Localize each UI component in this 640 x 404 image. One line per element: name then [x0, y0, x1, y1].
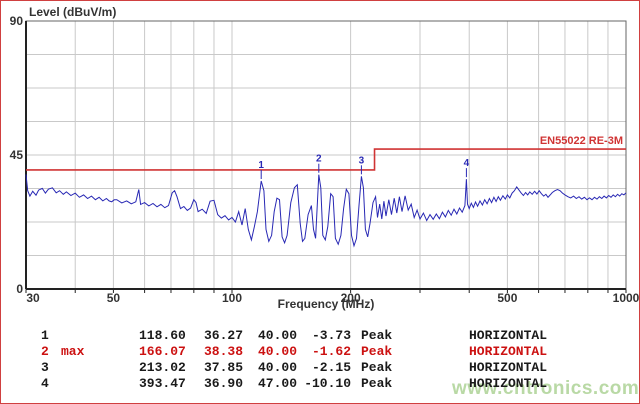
- marker-tag: [61, 328, 139, 344]
- marker-detector: Peak: [361, 360, 393, 375]
- marker-limit: 40.00: [257, 344, 297, 359]
- marker-polarization: HORIZONTAL: [469, 328, 548, 343]
- marker-3-label: 3: [359, 155, 365, 166]
- marker-margin: -2.15: [311, 360, 351, 375]
- marker-detector: Peak: [361, 328, 393, 343]
- marker-detector: Peak: [361, 376, 393, 391]
- x-axis-title: Frequency (MHz): [277, 297, 375, 311]
- marker-level: 36.90: [203, 376, 243, 391]
- marker-number: 2: [41, 344, 49, 359]
- x-tick-label-200: 200: [340, 291, 361, 305]
- marker-level: 38.38: [203, 344, 243, 359]
- chart-title: Level (dBuV/m): [29, 5, 117, 19]
- marker-table-row-3: 3 213.02 37.85 40.00 -2.15 Peak HORIZONTAL: [1, 360, 639, 376]
- marker-tag: [61, 376, 139, 392]
- marker-1-label: 1: [258, 160, 264, 171]
- y-tick-label-45: 45: [9, 148, 23, 162]
- marker-frequency: 213.02: [139, 360, 186, 375]
- marker-detector: Peak: [361, 344, 393, 359]
- marker-2-label: 2: [316, 154, 322, 165]
- marker-limit: 47.00: [257, 376, 297, 391]
- x-tick-label-500: 500: [497, 291, 518, 305]
- x-tick-label-1000: 1000: [612, 291, 640, 305]
- y-tick-label-90: 90: [9, 14, 23, 28]
- marker-polarization: HORIZONTAL: [469, 376, 548, 391]
- marker-tag: max: [61, 344, 85, 359]
- marker-results-table: 1 118.60 36.27 40.00 -3.73 Peak HORIZONTAL 2 max…: [1, 328, 639, 392]
- watermark-text: www.cntronics.com: [452, 378, 640, 399]
- measurement-trace: [25, 174, 627, 248]
- marker-number: 3: [41, 360, 49, 375]
- y-tick-label-0: 0: [16, 282, 23, 296]
- x-tick-label-50: 50: [106, 291, 121, 305]
- marker-4-label: 4: [464, 158, 470, 169]
- marker-limit: 40.00: [257, 328, 297, 343]
- marker-number: 1: [41, 328, 49, 343]
- marker-frequency: 118.60: [139, 328, 186, 343]
- emi-spectrum-plot: EN55022 RE-3M 1 2 3 4: [25, 20, 627, 293]
- x-tick-label-100: 100: [221, 291, 243, 305]
- marker-number: 4: [41, 376, 49, 391]
- marker-margin: -1.62: [311, 344, 351, 359]
- marker-table-row-2: 2 max 166.07 38.38 40.00 -1.62 Peak HORIZONTAL: [1, 344, 639, 360]
- marker-frequency: 393.47: [139, 376, 186, 391]
- marker-margin: -3.73: [311, 328, 351, 343]
- limit-line: [26, 148, 626, 171]
- marker-level: 37.85: [203, 360, 243, 375]
- marker-table-row-4: 4 393.47 36.90 47.00 -10.10 Peak HORIZONTAL: [1, 376, 639, 392]
- limit-line-label: EN55022 RE-3M: [540, 135, 623, 147]
- marker-frequency: 166.07: [139, 344, 186, 359]
- x-tick-label-30: 30: [26, 291, 40, 305]
- marker-polarization: HORIZONTAL: [469, 344, 548, 359]
- marker-table-row-1: 1 118.60 36.27 40.00 -3.73 Peak HORIZONTAL: [1, 328, 639, 344]
- marker-polarization: HORIZONTAL: [469, 360, 548, 375]
- marker-margin: -10.10: [304, 376, 351, 391]
- marker-tag: [61, 360, 139, 376]
- marker-level: 36.27: [203, 328, 243, 343]
- marker-limit: 40.00: [257, 360, 297, 375]
